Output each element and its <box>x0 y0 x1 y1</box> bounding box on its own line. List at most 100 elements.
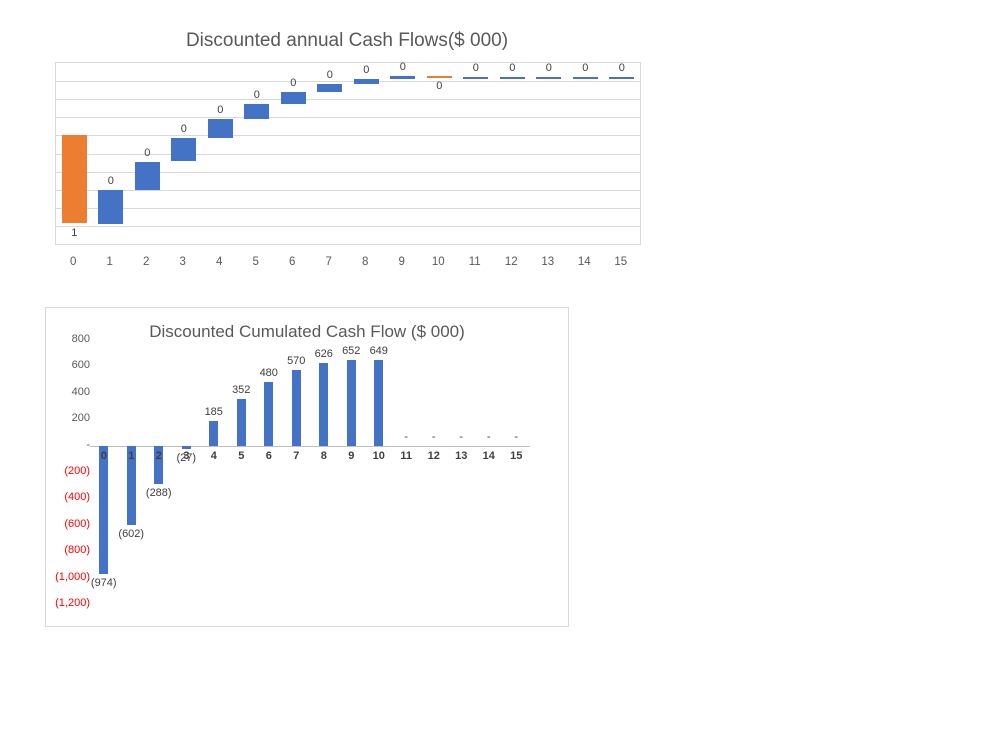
data-label: 0 <box>217 103 224 116</box>
x-axis-label: 2 <box>155 449 162 462</box>
x-axis-label: 6 <box>289 256 296 268</box>
x-axis-label: 3 <box>183 449 190 462</box>
waterfall-bar[interactable] <box>171 137 197 162</box>
x-axis-label: 12 <box>427 449 440 462</box>
waterfall-bar[interactable] <box>499 76 525 79</box>
x-axis-label: 0 <box>100 449 107 462</box>
x-axis-label: 14 <box>577 256 591 268</box>
x-axis-label: 1 <box>128 449 135 462</box>
data-label: 0 <box>582 61 589 74</box>
waterfall-bar[interactable] <box>98 189 124 224</box>
column-bar[interactable] <box>264 382 274 446</box>
column-bar[interactable] <box>209 421 219 446</box>
chart-title: Discounted annual Cash Flows($ 000) <box>185 30 509 51</box>
cumulated-cash-flow-chart[interactable]: Discounted Cumulated Cash Flow ($ 000) 8… <box>45 307 569 627</box>
x-axis-label: 3 <box>179 256 186 268</box>
waterfall-bar[interactable] <box>536 76 562 79</box>
column-bar[interactable] <box>319 363 329 446</box>
x-axis-label: 9 <box>398 256 405 268</box>
data-label: 0 <box>144 146 151 159</box>
data-label: 0 <box>399 61 406 74</box>
y-tick-label: (600) <box>64 517 90 530</box>
data-label: 0 <box>253 88 260 101</box>
x-axis-line <box>90 445 530 447</box>
gridline <box>56 99 640 101</box>
column-bar[interactable] <box>181 445 191 450</box>
data-label: 352 <box>232 384 251 397</box>
y-tick-label: (400) <box>64 491 90 504</box>
waterfall-x-axis: 0 1 2 3 4 5 6 7 8 9 10 11 12 13 14 15 <box>55 256 639 272</box>
y-tick-label: 200 <box>71 412 90 425</box>
y-tick-label: (1,000) <box>55 570 90 583</box>
chart-title: Discounted Cumulated Cash Flow ($ 000) <box>149 322 465 341</box>
data-label: 626 <box>314 348 333 360</box>
data-label: 0 <box>618 61 625 74</box>
x-axis-label: 13 <box>541 256 555 268</box>
waterfall-bar[interactable] <box>280 92 306 104</box>
gridline <box>56 207 640 209</box>
x-axis-label: 4 <box>216 256 223 268</box>
x-axis-label: 10 <box>372 449 385 462</box>
column-bar[interactable] <box>126 445 136 526</box>
waterfall-bar[interactable] <box>134 161 160 190</box>
waterfall-bar[interactable] <box>353 78 379 84</box>
data-label: (288) <box>145 486 172 499</box>
waterfall-plot-area: 1 0 0 0 0 0 0 0 0 0 0 0 0 0 0 0 <box>55 61 641 245</box>
x-axis-label: 4 <box>210 449 217 462</box>
waterfall-bar[interactable] <box>317 83 343 92</box>
data-label: 0 <box>107 174 114 187</box>
gridline <box>56 189 640 191</box>
data-label: 0 <box>472 61 479 74</box>
data-label: (974) <box>90 577 117 590</box>
waterfall-bar[interactable] <box>61 135 87 224</box>
x-axis-label: 5 <box>252 256 259 268</box>
y-tick-label: (1,200) <box>55 597 90 609</box>
column-bar[interactable] <box>346 359 356 446</box>
x-axis-label: 1 <box>106 256 113 268</box>
data-label: 652 <box>342 344 361 357</box>
x-axis-label: 11 <box>400 449 413 462</box>
gridline <box>56 81 640 83</box>
x-axis-label: 8 <box>320 449 327 462</box>
gridline <box>56 153 640 155</box>
x-axis-label: 6 <box>265 449 272 462</box>
data-label: 0 <box>290 77 297 89</box>
x-axis-label: 0 <box>70 256 77 268</box>
waterfall-bar[interactable] <box>426 76 452 79</box>
data-label: 480 <box>259 367 278 380</box>
x-axis-label: 12 <box>504 256 518 268</box>
waterfall-bar[interactable] <box>390 76 416 79</box>
data-label: 0 <box>509 61 516 74</box>
column-bar[interactable] <box>99 445 109 575</box>
gridline <box>56 171 640 173</box>
waterfall-bar[interactable] <box>463 76 489 79</box>
data-label: - <box>486 430 491 443</box>
data-label: - <box>431 430 436 443</box>
waterfall-bar[interactable] <box>572 76 598 79</box>
y-tick-label: 800 <box>71 333 90 345</box>
data-label: - <box>459 430 464 443</box>
x-axis-label: 7 <box>325 256 332 268</box>
y-tick-label: (200) <box>64 465 90 477</box>
x-axis-label: 10 <box>431 256 445 268</box>
column-bar[interactable] <box>291 370 301 446</box>
x-axis-label: 2 <box>143 256 150 268</box>
waterfall-bar[interactable] <box>609 76 635 79</box>
cumulated-y-axis: 800 600 400 200 - (200) (400) (600) (800) (1,000)… <box>46 308 90 626</box>
column-bar[interactable] <box>374 359 384 446</box>
data-label: - <box>514 430 519 443</box>
gridline <box>56 117 640 119</box>
gridline <box>56 135 640 137</box>
waterfall-bar[interactable] <box>244 103 270 119</box>
column-bar[interactable] <box>154 445 164 484</box>
column-bar[interactable] <box>236 399 246 446</box>
data-label: 185 <box>204 406 223 419</box>
y-tick-label: (800) <box>64 544 90 557</box>
waterfall-bar[interactable] <box>207 118 233 138</box>
data-label: - <box>404 430 409 443</box>
x-axis-label: 8 <box>362 256 369 268</box>
data-label: 0 <box>363 63 370 76</box>
gridline <box>56 225 640 227</box>
